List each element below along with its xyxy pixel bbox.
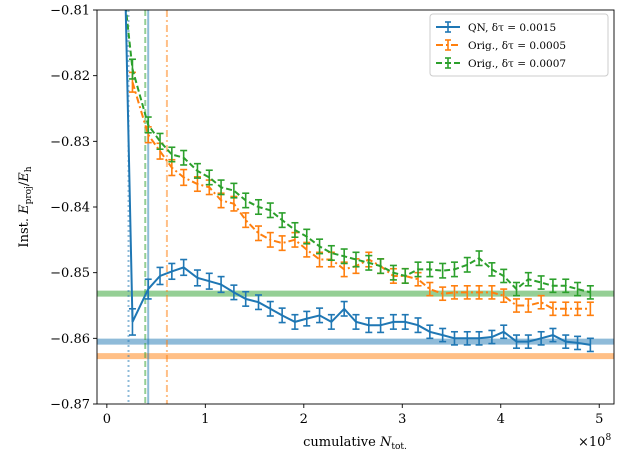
x-tick-label: 2: [300, 412, 308, 427]
reference-vlines: [127, 10, 168, 404]
y-tick-label: −0.86: [50, 332, 90, 347]
series-line: [131, 81, 591, 310]
x-multiplier-label: ×108: [578, 433, 611, 450]
y-tick-label: −0.85: [50, 266, 90, 281]
x-axis-label: cumulative Ntot.: [303, 435, 407, 452]
x-tick-label: 5: [595, 412, 603, 427]
y-tick-label: −0.87: [50, 398, 90, 413]
legend: QN, δτ = 0.0015 Orig., δτ = 0.0005 Orig., …: [429, 13, 609, 77]
y-tick-label: −0.82: [50, 69, 90, 84]
y-axis-label: Inst. Eproj/Eh: [17, 166, 34, 247]
legend-label: Orig., δτ = 0.0005: [468, 40, 566, 52]
y-tick-label: −0.83: [50, 135, 90, 150]
x-tick-label: 3: [398, 412, 406, 427]
y-tick-label: −0.81: [50, 4, 90, 19]
series-0: [124, 10, 594, 353]
x-axis: 0 1 2 3 4 5: [103, 404, 603, 427]
y-axis: −0.87 −0.86 −0.85 −0.84 −0.83 −0.82 −0.81: [50, 4, 97, 413]
x-tick-label: 0: [103, 412, 111, 427]
legend-label: Orig., δτ = 0.0007: [468, 58, 566, 70]
legend-label: QN, δτ = 0.0015: [468, 22, 556, 34]
legend-box: [429, 13, 609, 77]
x-tick-label: 1: [201, 412, 209, 427]
series-layer: [124, 10, 594, 353]
x-tick-label: 4: [497, 412, 505, 427]
y-tick-label: −0.84: [50, 201, 90, 216]
series-2: [125, 10, 594, 300]
